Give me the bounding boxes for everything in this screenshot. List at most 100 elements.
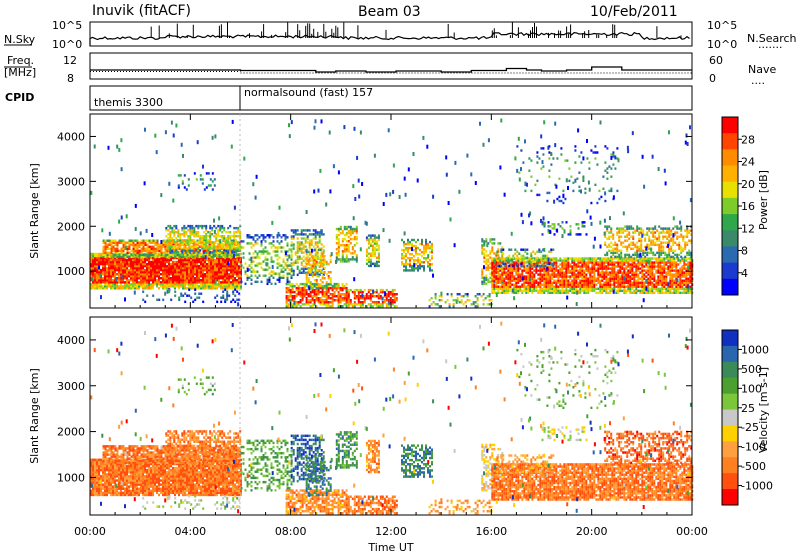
power-cell [318,273,321,277]
power-cell [365,295,368,298]
power-cell [225,237,228,240]
power-cell [485,238,488,241]
power-cell [274,282,277,286]
power-cell [237,247,240,250]
power-cell [547,275,550,278]
power-cell [198,245,201,249]
power-cell [503,289,506,293]
power-cell [653,279,656,282]
power-cell [122,268,124,272]
power-cell [365,248,368,251]
power-cell [645,275,648,278]
power-cell [136,247,139,251]
power-cell [188,260,190,264]
power-cell [176,275,178,278]
power-cell [204,249,207,253]
power-cell [681,283,684,286]
power-cell [331,297,334,300]
power-cell [132,285,134,288]
power-cell [635,283,638,286]
power-cell [599,287,602,291]
power-cell [166,268,168,272]
power-cell [187,241,190,244]
power-cell [523,287,526,291]
power-cell [595,261,598,264]
power-cell [649,273,652,276]
power-cell [246,236,249,239]
power-cell [132,273,134,276]
power-cell [158,262,160,266]
power-cell [124,253,127,257]
power-cell [120,264,122,268]
power-cell [431,257,433,260]
power-cell [507,267,510,270]
power-cell [172,268,174,272]
power-cell [663,259,666,262]
power-cell [323,266,326,270]
power-cell [623,263,626,266]
power-cell [337,252,340,255]
power-cell [288,248,291,251]
power-cell [302,233,305,236]
power-cell [481,282,484,286]
power-cell [116,249,119,253]
power-cell [527,273,530,276]
power-cell [104,285,106,288]
power-cell [298,255,301,258]
power-cell [665,257,668,260]
power-cell [539,285,542,288]
power-cell [587,289,590,293]
power-cell [521,285,524,288]
power-cell [177,231,180,234]
power-cell [114,262,116,266]
power-cell [561,283,564,286]
power-cell [595,259,598,262]
power-cell [321,290,324,294]
power-cell [310,259,313,262]
power-cell [126,255,129,259]
power-cell [299,290,302,294]
power-cell [551,283,554,286]
power-cell [389,297,392,300]
power-cell [585,277,588,280]
power-cell [140,264,142,268]
power-cell [673,263,676,266]
power-cell [218,251,221,255]
power-cell [649,259,652,262]
power-cell [195,249,198,252]
power-cell [217,224,220,228]
power-cell [541,275,544,278]
power-cell [629,289,632,293]
power-cell [481,244,484,247]
power-cell [278,264,281,267]
power-cell [351,237,354,241]
power-cell [311,275,314,278]
power-cell [213,245,216,248]
power-cell [335,233,338,237]
power-cell [579,289,582,293]
power-cell [633,261,636,264]
power-cell [345,282,348,286]
power-cell [385,299,388,302]
power-cell [599,273,602,276]
power-cell [152,251,155,255]
power-cell [373,236,376,239]
power-cell [601,277,604,280]
power-cell [665,271,668,274]
power-cell [227,239,230,242]
power-cell [627,261,630,264]
power-cell [409,269,411,272]
power-cell [206,273,208,276]
power-cell [331,286,334,290]
power-cell [317,297,320,300]
power-cell [365,262,368,266]
power-cell [631,275,634,278]
power-cell [587,285,590,288]
power-cell [641,259,644,262]
power-cell [128,271,130,274]
power-cell [185,233,188,236]
power-cell [110,243,113,247]
power-cell [200,287,202,290]
power-cell [220,262,222,266]
power-cell [625,285,628,288]
